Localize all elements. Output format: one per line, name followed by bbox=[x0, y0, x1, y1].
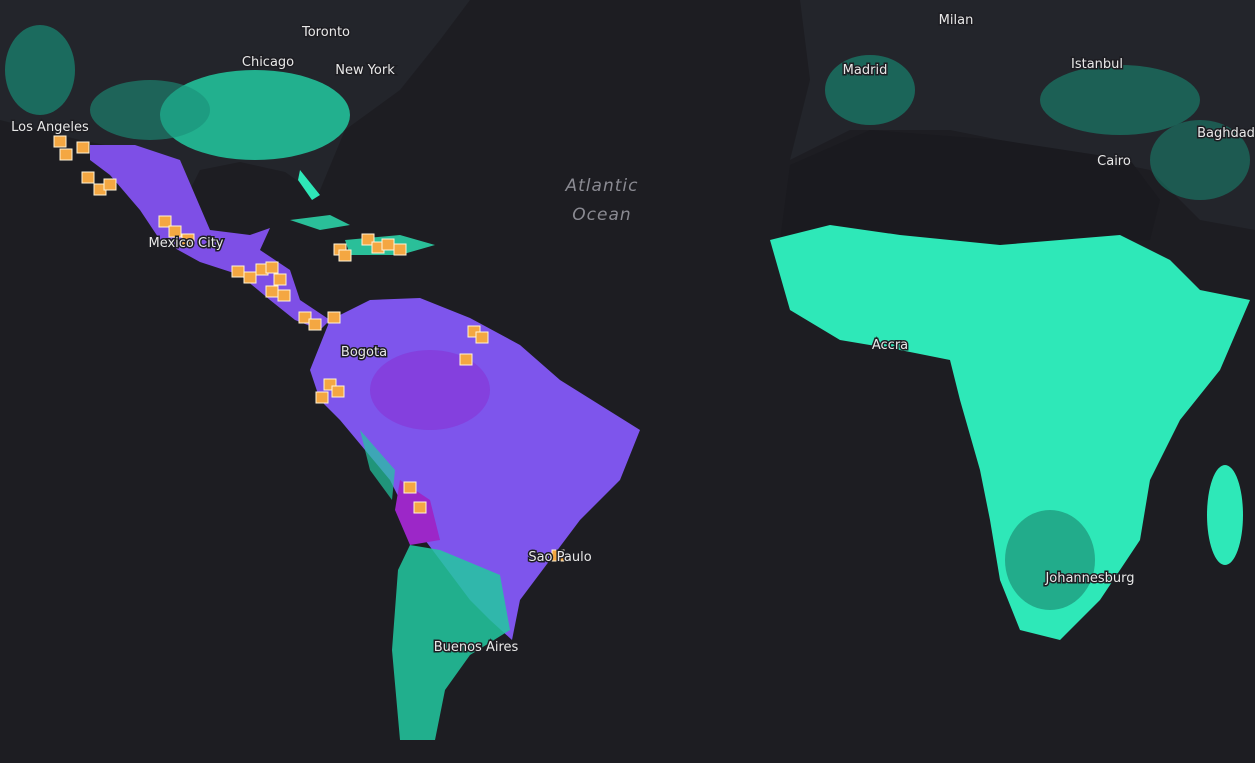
city-label: Madrid bbox=[843, 63, 888, 78]
city-label: Buenos Aires bbox=[434, 640, 519, 655]
site-marker[interactable] bbox=[265, 285, 279, 298]
site-marker[interactable] bbox=[308, 318, 322, 331]
city-label: Chicago bbox=[242, 55, 294, 70]
site-marker[interactable] bbox=[327, 311, 341, 324]
southern-cone bbox=[392, 545, 510, 740]
site-marker[interactable] bbox=[331, 385, 345, 398]
site-marker[interactable] bbox=[181, 233, 195, 246]
ocean-label: Ocean bbox=[572, 205, 631, 225]
region-teal bbox=[360, 430, 395, 500]
city-label: Bogota bbox=[341, 345, 387, 360]
region-teal bbox=[825, 55, 915, 125]
site-marker[interactable] bbox=[298, 311, 312, 324]
site-marker[interactable] bbox=[59, 148, 73, 161]
eurasia bbox=[790, 0, 1255, 230]
city-label: Johannesburg bbox=[1044, 571, 1134, 586]
site-marker[interactable] bbox=[81, 171, 95, 184]
city-label: Mexico City bbox=[148, 236, 223, 251]
site-marker[interactable] bbox=[315, 391, 329, 404]
region-teal bbox=[5, 25, 75, 115]
site-marker[interactable] bbox=[459, 353, 473, 366]
city-label: Cairo bbox=[1097, 154, 1131, 169]
sahara bbox=[780, 130, 1160, 245]
region-purple bbox=[370, 350, 490, 430]
site-marker[interactable] bbox=[393, 243, 407, 256]
site-marker[interactable] bbox=[76, 141, 90, 154]
site-marker[interactable] bbox=[381, 238, 395, 251]
site-marker[interactable] bbox=[158, 215, 172, 228]
site-marker[interactable] bbox=[243, 271, 257, 284]
region-teal bbox=[160, 70, 350, 160]
site-marker[interactable] bbox=[53, 135, 67, 148]
florida bbox=[298, 170, 320, 200]
site-marker[interactable] bbox=[231, 265, 245, 278]
city-label: Los Angeles bbox=[11, 120, 89, 135]
madagascar bbox=[1207, 465, 1243, 565]
city-label: Accra bbox=[872, 338, 908, 353]
region-teal bbox=[1005, 510, 1095, 610]
site-marker[interactable] bbox=[103, 178, 117, 191]
city-label: New York bbox=[335, 63, 395, 78]
site-marker[interactable] bbox=[168, 225, 182, 238]
city-label: Istanbul bbox=[1071, 57, 1123, 72]
site-marker[interactable] bbox=[323, 378, 337, 391]
site-marker[interactable] bbox=[361, 233, 375, 246]
site-marker[interactable] bbox=[265, 261, 279, 274]
city-label: Baghdad bbox=[1197, 126, 1255, 141]
site-marker[interactable] bbox=[277, 289, 291, 302]
ocean-label: Atlantic bbox=[565, 176, 639, 196]
site-marker[interactable] bbox=[551, 549, 565, 562]
site-marker[interactable] bbox=[338, 249, 352, 262]
site-marker[interactable] bbox=[273, 273, 287, 286]
region-teal bbox=[1040, 65, 1200, 135]
city-label: Milan bbox=[939, 13, 974, 28]
site-marker[interactable] bbox=[403, 481, 417, 494]
site-marker[interactable] bbox=[475, 331, 489, 344]
city-label: Toronto bbox=[301, 25, 350, 40]
markers bbox=[53, 135, 565, 562]
region-teal bbox=[1150, 120, 1250, 200]
mexico-central-america bbox=[90, 145, 330, 330]
city-label: Sao Paulo bbox=[528, 550, 591, 565]
site-marker[interactable] bbox=[413, 501, 427, 514]
africa bbox=[770, 225, 1250, 640]
region-teal bbox=[90, 80, 210, 140]
